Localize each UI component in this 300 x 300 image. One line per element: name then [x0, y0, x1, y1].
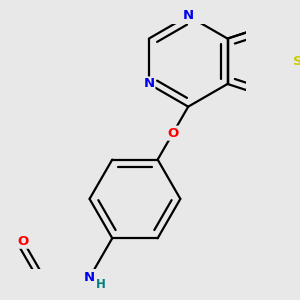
- Text: O: O: [167, 127, 178, 140]
- Text: O: O: [18, 235, 29, 248]
- Text: H: H: [96, 278, 106, 291]
- Text: N: N: [143, 77, 155, 91]
- Text: N: N: [84, 271, 95, 284]
- Text: N: N: [183, 9, 194, 22]
- Text: S: S: [292, 55, 300, 68]
